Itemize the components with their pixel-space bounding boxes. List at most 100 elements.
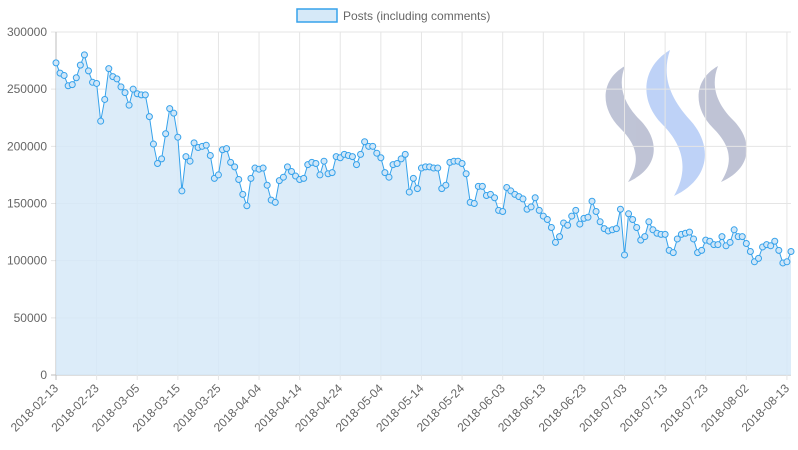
data-point[interactable] [247,174,255,182]
data-point[interactable] [738,233,746,241]
data-point[interactable] [373,149,381,157]
data-point[interactable] [263,181,271,189]
data-point[interactable] [68,81,76,89]
data-point[interactable] [121,89,129,97]
data-point[interactable] [661,230,669,238]
data-point[interactable] [243,202,251,210]
data-point[interactable] [576,220,584,228]
data-point[interactable] [718,233,726,241]
data-point[interactable] [72,74,80,82]
data-point[interactable] [572,206,580,214]
data-point[interactable] [60,71,68,79]
data-point[interactable] [519,195,527,203]
data-point[interactable] [596,218,604,226]
data-point[interactable] [271,198,279,206]
data-point[interactable] [279,173,287,181]
data-point[interactable] [616,205,624,213]
data-point[interactable] [129,85,137,93]
data-point[interactable] [158,155,166,163]
data-point[interactable] [206,151,214,159]
data-point[interactable] [162,130,170,138]
data-point[interactable] [385,173,393,181]
data-point[interactable] [300,174,308,182]
data-point[interactable] [755,254,763,262]
data-point[interactable] [105,65,113,73]
data-point[interactable] [182,153,190,161]
data-point[interactable] [259,164,267,172]
data-point[interactable] [413,185,421,193]
data-point[interactable] [726,238,734,246]
data-point[interactable] [491,194,499,202]
data-point[interactable] [393,159,401,167]
data-point[interactable] [592,208,600,215]
data-point[interactable] [547,224,555,232]
data-point[interactable] [584,213,592,221]
data-point[interactable] [52,59,60,67]
data-point[interactable] [543,216,551,224]
data-point[interactable] [535,206,543,214]
data-point[interactable] [442,181,450,189]
data-point[interactable] [730,226,738,234]
data-point[interactable] [551,238,559,246]
data-point[interactable] [178,187,186,195]
data-point[interactable] [612,225,620,233]
data-point[interactable] [170,109,178,117]
data-point[interactable] [316,171,324,179]
data-point[interactable] [283,163,291,171]
data-point[interactable] [462,170,470,178]
data-point[interactable] [401,150,409,158]
data-point[interactable] [767,242,775,250]
data-point[interactable] [113,75,121,83]
data-point[interactable] [775,246,783,254]
data-point[interactable] [381,169,389,177]
data-point[interactable] [141,91,149,99]
data-point[interactable] [746,248,754,256]
data-point[interactable] [235,175,243,183]
data-point[interactable] [214,171,222,179]
data-point[interactable] [783,258,791,266]
legend[interactable]: Posts (including comments) [296,8,490,23]
data-point[interactable] [239,190,247,198]
data-point[interactable] [369,142,377,150]
data-point[interactable] [645,218,653,226]
data-point[interactable] [556,233,564,241]
data-point[interactable] [80,51,88,59]
data-point[interactable] [673,235,681,243]
data-point[interactable] [174,133,182,141]
data-point[interactable] [588,197,596,205]
data-point[interactable] [470,200,478,207]
data-point[interactable] [202,141,210,149]
data-point[interactable] [190,139,198,147]
data-point[interactable] [397,155,405,163]
data-point[interactable] [478,182,486,190]
data-point[interactable] [685,228,693,236]
data-point[interactable] [154,159,162,167]
data-point[interactable] [186,157,194,165]
data-point[interactable] [527,203,535,211]
data-point[interactable] [117,83,125,91]
data-point[interactable] [348,153,356,161]
data-point[interactable] [288,167,296,175]
data-point[interactable] [328,169,336,177]
data-point[interactable] [434,164,442,172]
data-point[interactable] [353,161,360,169]
data-point[interactable] [690,235,698,243]
data-point[interactable] [76,61,84,69]
data-point[interactable] [625,210,633,218]
data-point[interactable] [223,145,231,153]
data-point[interactable] [633,224,641,232]
data-point[interactable] [787,248,795,256]
data-point[interactable] [149,140,157,148]
data-point[interactable] [409,174,417,182]
data-point[interactable] [320,157,328,165]
data-point[interactable] [312,159,320,167]
data-point[interactable] [641,233,649,241]
data-point[interactable] [227,158,235,166]
data-point[interactable] [771,237,779,245]
data-point[interactable] [357,150,365,158]
data-point[interactable] [84,67,92,75]
data-point[interactable] [405,188,413,196]
data-point[interactable] [621,251,629,259]
data-point[interactable] [742,240,750,248]
data-point[interactable] [231,163,239,171]
